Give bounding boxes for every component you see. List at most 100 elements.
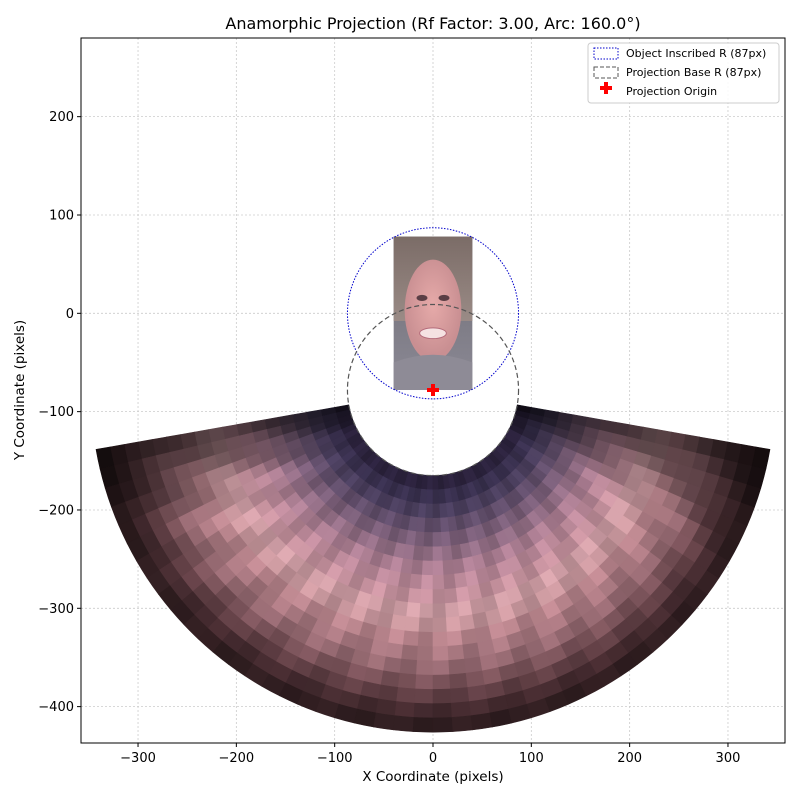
projection-segment xyxy=(450,701,472,718)
x-tick-label: 300 xyxy=(716,751,741,766)
projection-segment xyxy=(432,674,451,690)
projection-segment xyxy=(419,488,428,505)
object-inscribed-circle xyxy=(346,227,520,400)
projection-segment xyxy=(467,684,488,702)
projection-segment xyxy=(409,573,423,590)
projection-segment xyxy=(450,687,470,704)
projection-segment xyxy=(383,656,402,674)
projection-segment xyxy=(412,717,434,733)
projection-segment xyxy=(397,572,412,589)
chart-title: Anamorphic Projection (Rf Factor: 3.00, … xyxy=(225,14,640,33)
projection-segment xyxy=(388,628,406,646)
projection-segment xyxy=(444,587,459,604)
y-tick-label: 100 xyxy=(49,208,74,223)
projection-segment xyxy=(412,545,425,562)
legend-label-origin: Projection Origin xyxy=(626,85,717,98)
projection-segment xyxy=(432,617,448,633)
projection-segment xyxy=(432,588,446,605)
projection-segment xyxy=(385,642,404,660)
legend-swatch-base xyxy=(593,66,619,79)
projection-segment xyxy=(390,614,407,632)
anamorphic-projection xyxy=(95,404,771,733)
y-tick-label: −200 xyxy=(38,503,74,518)
legend-label-inscribed: Object Inscribed R (87px) xyxy=(626,47,766,60)
x-axis-label: X Coordinate (pixels) xyxy=(362,769,503,785)
y-axis-label: Y Coordinate (pixels) xyxy=(12,320,28,461)
projection-segment xyxy=(464,656,483,674)
projection-segment xyxy=(432,688,452,704)
projection-segment xyxy=(449,672,469,690)
projection-segment xyxy=(397,672,417,690)
object-right-eye xyxy=(438,294,450,302)
projection-segment xyxy=(417,502,427,519)
y-tick-label: −400 xyxy=(38,700,74,715)
legend-swatch-inscribed xyxy=(593,47,619,60)
projection-segment xyxy=(394,701,416,718)
projection-segment xyxy=(442,559,455,576)
projection-segment xyxy=(416,645,434,662)
y-tick-label: −300 xyxy=(38,602,74,617)
projection-segment xyxy=(432,717,454,733)
projection-segment xyxy=(402,630,420,647)
projection-segment xyxy=(392,715,415,732)
projection-segment xyxy=(373,712,396,731)
projection-segment xyxy=(432,532,443,548)
projection-segment xyxy=(401,644,419,661)
projection-segment xyxy=(470,712,493,731)
projection-segment xyxy=(451,715,474,732)
projection-segment xyxy=(432,603,447,619)
projection-segment xyxy=(419,603,434,619)
projection-segment xyxy=(446,630,464,647)
object-image xyxy=(393,236,473,391)
projection-segment xyxy=(443,573,457,590)
projection-segment xyxy=(751,446,771,470)
projection-segment xyxy=(420,588,434,605)
reference-circles xyxy=(346,227,520,477)
projection-segment xyxy=(395,586,411,603)
projection-segment xyxy=(432,631,449,647)
projection-segment xyxy=(422,546,434,562)
y-tick-label: −100 xyxy=(38,405,74,420)
projection-segment xyxy=(406,602,421,619)
projection-segment xyxy=(445,602,460,619)
projection-segment xyxy=(448,658,467,675)
object-smile xyxy=(419,327,447,340)
object-left-eye xyxy=(416,294,428,302)
legend: Object Inscribed R (87px) Projection Bas… xyxy=(587,42,780,104)
x-tick-label: −100 xyxy=(317,751,353,766)
projection-segment xyxy=(421,574,434,590)
projection-segment xyxy=(432,517,442,533)
projection-segment xyxy=(460,628,478,646)
x-tick-label: −300 xyxy=(120,751,156,766)
projection-segment xyxy=(414,531,426,547)
legend-marker-origin xyxy=(600,82,612,94)
projection-segment xyxy=(432,660,450,676)
projection-segment xyxy=(396,687,416,704)
projection-segment xyxy=(416,660,434,676)
projection-segment xyxy=(404,616,421,633)
projection-segment xyxy=(400,558,414,575)
projection-segment xyxy=(432,645,450,662)
x-tick-label: 0 xyxy=(429,751,437,766)
projection-segment xyxy=(432,503,441,519)
projection-segment xyxy=(426,475,434,491)
projection-segment xyxy=(418,617,434,633)
projection-segment xyxy=(423,532,434,548)
y-tick-label: 200 xyxy=(49,110,74,125)
projection-segment xyxy=(432,702,453,719)
projection-segment xyxy=(416,517,426,533)
projection-segment xyxy=(445,616,462,633)
object-shirt xyxy=(393,354,473,391)
projection-segment xyxy=(378,684,399,702)
projection-segment xyxy=(462,642,481,660)
x-tick-label: 200 xyxy=(617,751,642,766)
projection-segment xyxy=(432,574,445,590)
x-tick-label: 100 xyxy=(519,751,544,766)
legend-label-base: Projection Base R (87px) xyxy=(626,66,761,79)
x-tick-label: −200 xyxy=(218,751,254,766)
legend-box xyxy=(587,42,780,104)
y-axis-ticks: −400 −300 −200 −100 0 100 200 xyxy=(38,110,81,715)
projection-segment xyxy=(424,517,434,533)
projection-segment xyxy=(415,674,434,690)
